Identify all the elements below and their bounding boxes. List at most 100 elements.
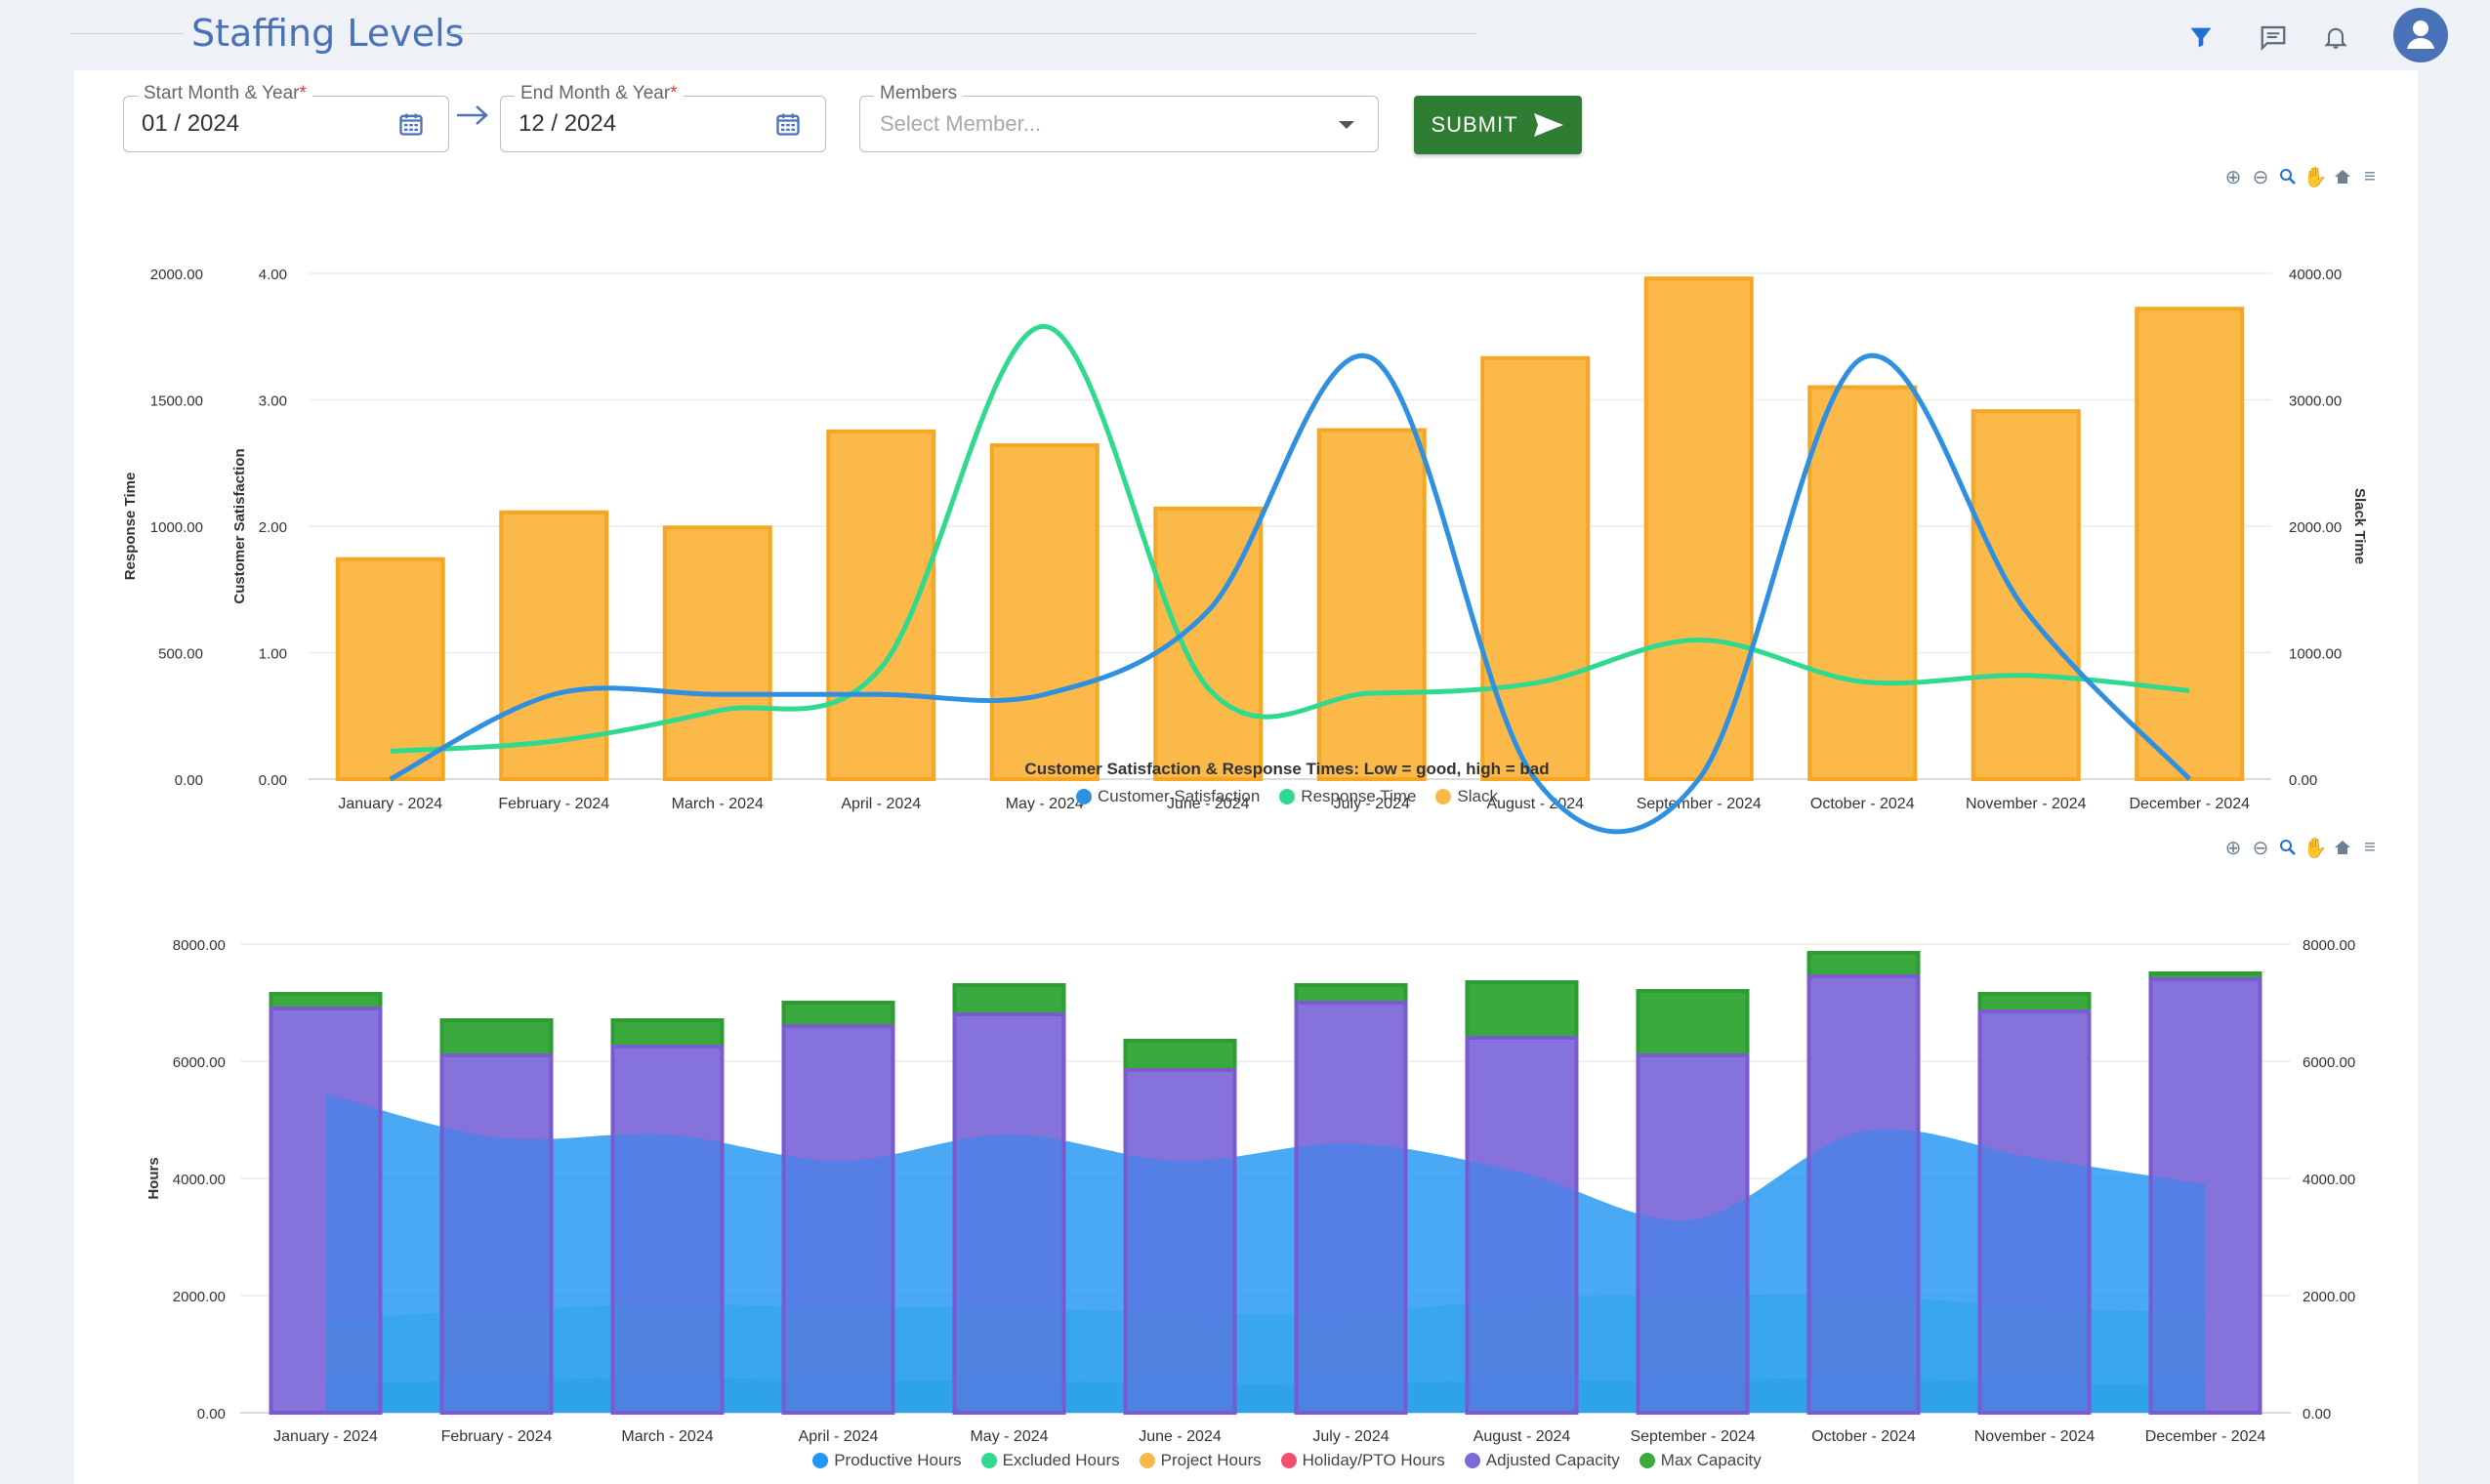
legend-item[interactable]: Holiday/PTO Hours — [1280, 1451, 1445, 1470]
bar-max-capacity — [1294, 983, 1408, 1005]
submit-button[interactable]: SUBMIT — [1414, 96, 1582, 154]
legend-label: Holiday/PTO Hours — [1302, 1451, 1445, 1469]
tick-label: 8000.00 — [2303, 937, 2355, 954]
zoom-out-icon[interactable]: ⊖ — [2252, 837, 2269, 859]
bar — [826, 429, 936, 781]
bar-max-capacity — [1636, 989, 1750, 1057]
legend-item[interactable]: Adjusted Capacity — [1464, 1451, 1620, 1470]
tick-label: 2.00 — [259, 519, 287, 536]
chart2-toolbar: ⊕ ⊖ ✋ ≡ — [2222, 836, 2381, 859]
filter-icon[interactable] — [2181, 18, 2220, 57]
legend-swatch — [1139, 1453, 1155, 1468]
x-tick-label: January - 2024 — [273, 1428, 378, 1445]
tick-label: 3000.00 — [2289, 393, 2342, 410]
calendar-icon[interactable] — [774, 110, 802, 143]
legend-label: Customer Satisfaction — [1098, 787, 1261, 805]
calendar-icon[interactable] — [397, 110, 425, 143]
tick-label: 0.00 — [2303, 1406, 2331, 1422]
legend-label: Project Hours — [1160, 1451, 1262, 1469]
x-tick-label: July - 2024 — [1312, 1428, 1389, 1445]
x-tick-label: November - 2024 — [1974, 1428, 2096, 1445]
tick-label: 4000.00 — [2303, 1172, 2355, 1188]
bar — [989, 443, 1100, 781]
user-avatar-icon[interactable] — [2393, 8, 2448, 62]
legend-item[interactable]: Project Hours — [1139, 1451, 1262, 1470]
axis-label: Response Time — [122, 473, 139, 581]
bar — [1643, 276, 1754, 782]
zoom-in-icon[interactable]: ⊕ — [2224, 837, 2242, 859]
line-series-response-time — [390, 323, 2190, 755]
title-rule-left — [70, 33, 184, 34]
chevron-down-icon[interactable] — [1337, 118, 1356, 136]
legend-swatch — [980, 1453, 997, 1468]
bar-max-capacity — [952, 983, 1066, 1016]
bar-adjusted-capacity-overlay — [1636, 1053, 1750, 1415]
bar-adjusted-capacity-overlay — [610, 1045, 725, 1415]
legend-label: Adjusted Capacity — [1485, 1451, 1620, 1469]
zoom-select-icon[interactable] — [2277, 837, 2299, 858]
legend-swatch — [1435, 789, 1452, 804]
chart1-legend: Customer Satisfaction Response Time Slack — [74, 787, 2490, 806]
bar-adjusted-capacity-overlay — [1465, 1036, 1579, 1415]
tick-label: 6000.00 — [173, 1054, 226, 1071]
tick-label: 1000.00 — [2289, 646, 2342, 663]
x-tick-label: June - 2024 — [1139, 1428, 1222, 1445]
legend-item[interactable]: Response Time — [1279, 787, 1416, 806]
tick-label: 2000.00 — [2289, 519, 2342, 536]
pan-icon[interactable]: ✋ — [2303, 166, 2328, 188]
bar — [1480, 355, 1591, 781]
x-tick-label: December - 2024 — [2129, 796, 2250, 812]
hours-chart: 0.00 0.00 2000.00 2000.00 4000.00 4000.00 6000… — [145, 937, 2355, 1445]
bell-icon[interactable] — [2316, 18, 2355, 57]
x-tick-label: October - 2024 — [1810, 796, 1915, 812]
home-icon[interactable] — [2332, 837, 2353, 858]
bar-max-capacity — [439, 1018, 554, 1057]
end-month-field[interactable]: End Month & Year* 12 / 2024 — [500, 83, 826, 152]
x-tick-label: May - 2024 — [1006, 796, 1084, 812]
bar-adjusted-capacity-overlay — [952, 1012, 1066, 1415]
bar-adjusted-capacity-overlay — [439, 1053, 554, 1415]
pan-icon[interactable]: ✋ — [2303, 837, 2328, 859]
zoom-in-icon[interactable]: ⊕ — [2224, 166, 2242, 188]
tick-label: 8000.00 — [173, 937, 226, 954]
legend-item[interactable]: Customer Satisfaction — [1076, 787, 1260, 806]
tick-label: 0.00 — [2289, 772, 2317, 789]
members-select[interactable]: Members Select Member... — [859, 83, 1379, 152]
bar-adjusted-capacity-overlay — [2148, 977, 2262, 1415]
bar-adjusted-capacity-overlay — [1294, 1001, 1408, 1415]
zoom-out-icon[interactable]: ⊖ — [2252, 166, 2269, 188]
zoom-select-icon[interactable] — [2277, 166, 2299, 187]
chart1-title: Customer Satisfaction & Response Times: … — [1024, 760, 1550, 778]
axis-label: Customer Satisfaction — [231, 448, 248, 603]
line-series-customer-satisfaction — [389, 352, 2192, 835]
legend-label: Productive Hours — [834, 1451, 962, 1469]
menu-icon[interactable]: ≡ — [2364, 836, 2376, 858]
chart2-legend: Productive Hours Excluded Hours Project Ho… — [74, 1451, 2490, 1470]
legend-swatch — [1464, 1453, 1480, 1468]
start-month-value: 01 / 2024 — [142, 110, 240, 137]
bar-adjusted-capacity-overlay — [781, 1024, 895, 1415]
bar — [1316, 428, 1427, 782]
x-tick-label: December - 2024 — [2145, 1428, 2266, 1445]
bar-max-capacity — [781, 1001, 895, 1028]
chat-icon[interactable] — [2254, 18, 2293, 57]
x-tick-label: July - 2024 — [1334, 796, 1410, 812]
legend-label: Max Capacity — [1660, 1451, 1762, 1469]
legend-item[interactable]: Excluded Hours — [980, 1451, 1120, 1470]
satisfaction-chart: 0.00 0.00 0.00 500.00 1.00 1000.00 1000.00 2.00… — [122, 267, 2368, 835]
title-rule-right — [449, 33, 1476, 34]
members-label: Members — [874, 83, 964, 104]
home-icon[interactable] — [2332, 166, 2353, 187]
bar-max-capacity — [1806, 951, 1921, 978]
chart1-toolbar: ⊕ ⊖ ✋ ≡ — [2222, 165, 2381, 188]
legend-item[interactable]: Max Capacity — [1639, 1451, 1762, 1470]
bar — [1971, 409, 2081, 781]
menu-icon[interactable]: ≡ — [2364, 165, 2376, 187]
x-tick-label: April - 2024 — [841, 796, 921, 812]
bar-max-capacity — [1465, 980, 1579, 1040]
legend-item[interactable]: Productive Hours — [812, 1451, 962, 1470]
bar-adjusted-capacity-overlay — [1977, 1010, 2092, 1415]
legend-item[interactable]: Slack — [1435, 787, 1498, 806]
start-month-field[interactable]: Start Month & Year* 01 / 2024 — [123, 83, 449, 152]
main-card: Start Month & Year* 01 / 2024 End Month … — [74, 70, 2418, 1484]
